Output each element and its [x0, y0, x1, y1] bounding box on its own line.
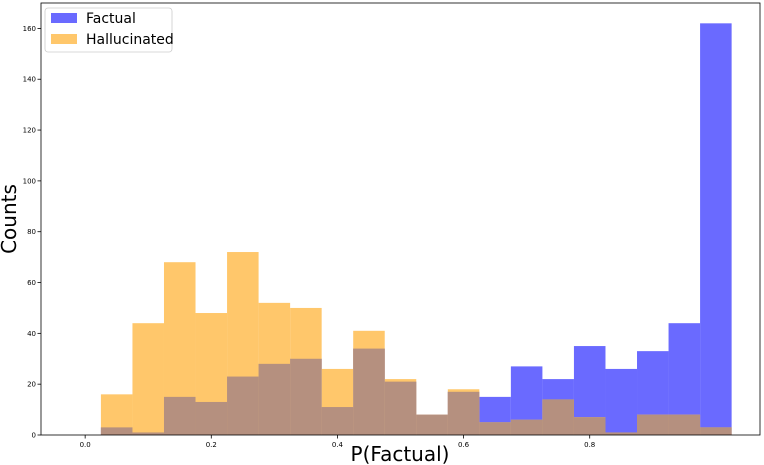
legend: Factual Hallucinated — [44, 7, 174, 53]
legend-swatch-hallucinated — [51, 34, 77, 44]
bar-overlap — [668, 414, 701, 435]
x-tick-label: 0.0 — [80, 441, 91, 449]
bar-overlap — [195, 401, 228, 435]
bar-overlap — [542, 399, 574, 435]
y-axis-ticks: 0 20 40 60 80 100 120 140 160 — [23, 25, 41, 440]
y-axis-label: Counts — [0, 184, 21, 254]
y-tick-label: 40 — [27, 330, 36, 338]
y-tick-label: 120 — [23, 127, 36, 135]
y-tick-label: 100 — [23, 177, 36, 185]
y-tick-label: 60 — [27, 279, 36, 287]
bar-overlap — [447, 391, 480, 435]
x-tick-label: 0.2 — [206, 441, 217, 449]
bar-overlap — [416, 414, 448, 435]
bar-factual — [605, 368, 638, 435]
bar-overlap — [321, 407, 354, 435]
bar-overlap — [573, 417, 606, 435]
bar-overlap — [700, 427, 732, 435]
x-axis-label: P(Factual) — [351, 442, 450, 465]
bar-overlap — [163, 396, 196, 435]
overlap-bars — [100, 348, 732, 435]
bar-overlap — [132, 432, 164, 435]
y-tick-label: 140 — [23, 76, 36, 84]
bar-overlap — [384, 381, 417, 435]
bar-overlap — [479, 422, 511, 435]
legend-swatch-factual — [51, 13, 77, 23]
bar-factual — [700, 23, 732, 436]
x-tick-label: 0.4 — [332, 441, 344, 449]
y-tick-label: 20 — [27, 381, 36, 389]
bar-overlap — [100, 427, 133, 435]
legend-label-factual: Factual — [86, 11, 136, 27]
bar-hallucinated — [132, 323, 164, 435]
y-tick-label: 80 — [27, 228, 36, 236]
plot-frame — [40, 2, 761, 436]
y-tick-label: 160 — [23, 25, 36, 33]
x-tick-label: 0.8 — [584, 441, 595, 449]
legend-label-hallucinated: Hallucinated — [86, 32, 174, 48]
bar-overlap — [290, 358, 322, 435]
bar-overlap — [258, 363, 291, 435]
y-tick-label: 0 — [32, 432, 36, 440]
x-axis-ticks: 0.0 0.2 0.4 0.6 0.8 — [80, 435, 595, 449]
bar-overlap — [353, 348, 385, 435]
x-tick-label: 0.6 — [458, 441, 470, 449]
bar-overlap — [605, 432, 638, 435]
bar-overlap — [510, 419, 543, 435]
bar-overlap — [637, 414, 669, 435]
bar-overlap — [227, 376, 259, 435]
